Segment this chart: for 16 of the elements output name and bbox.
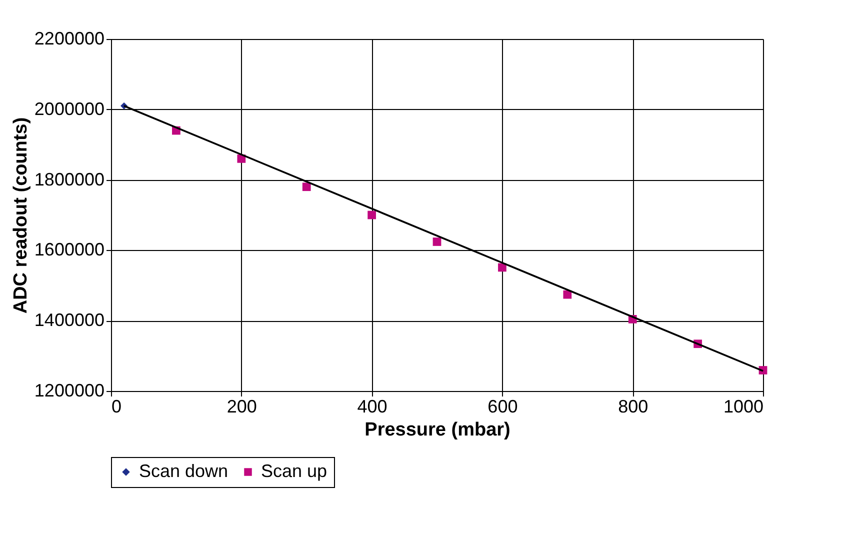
x-tick-label: 800: [618, 396, 648, 416]
y-tick-label: 2200000: [34, 28, 104, 48]
y-tick-label: 2000000: [34, 98, 104, 119]
x-tick-label: 600: [488, 396, 518, 416]
y-axis-title: ADC readout (counts): [10, 117, 32, 314]
y-tick-label: 1200000: [34, 380, 104, 400]
x-axis-title: Pressure (mbar): [364, 420, 510, 440]
legend-label: Scan up: [261, 461, 328, 481]
x-tick-label: 200: [226, 396, 257, 416]
y-tick-label: 1400000: [34, 310, 104, 330]
x-tick-label: 400: [357, 396, 388, 416]
y-tick-label: 1800000: [34, 169, 104, 190]
x-tick-label: 0: [112, 396, 122, 416]
legend-label: Scan down: [139, 461, 228, 481]
y-tick-label: 1600000: [34, 240, 104, 260]
x-tick-label: 1000: [723, 396, 764, 416]
